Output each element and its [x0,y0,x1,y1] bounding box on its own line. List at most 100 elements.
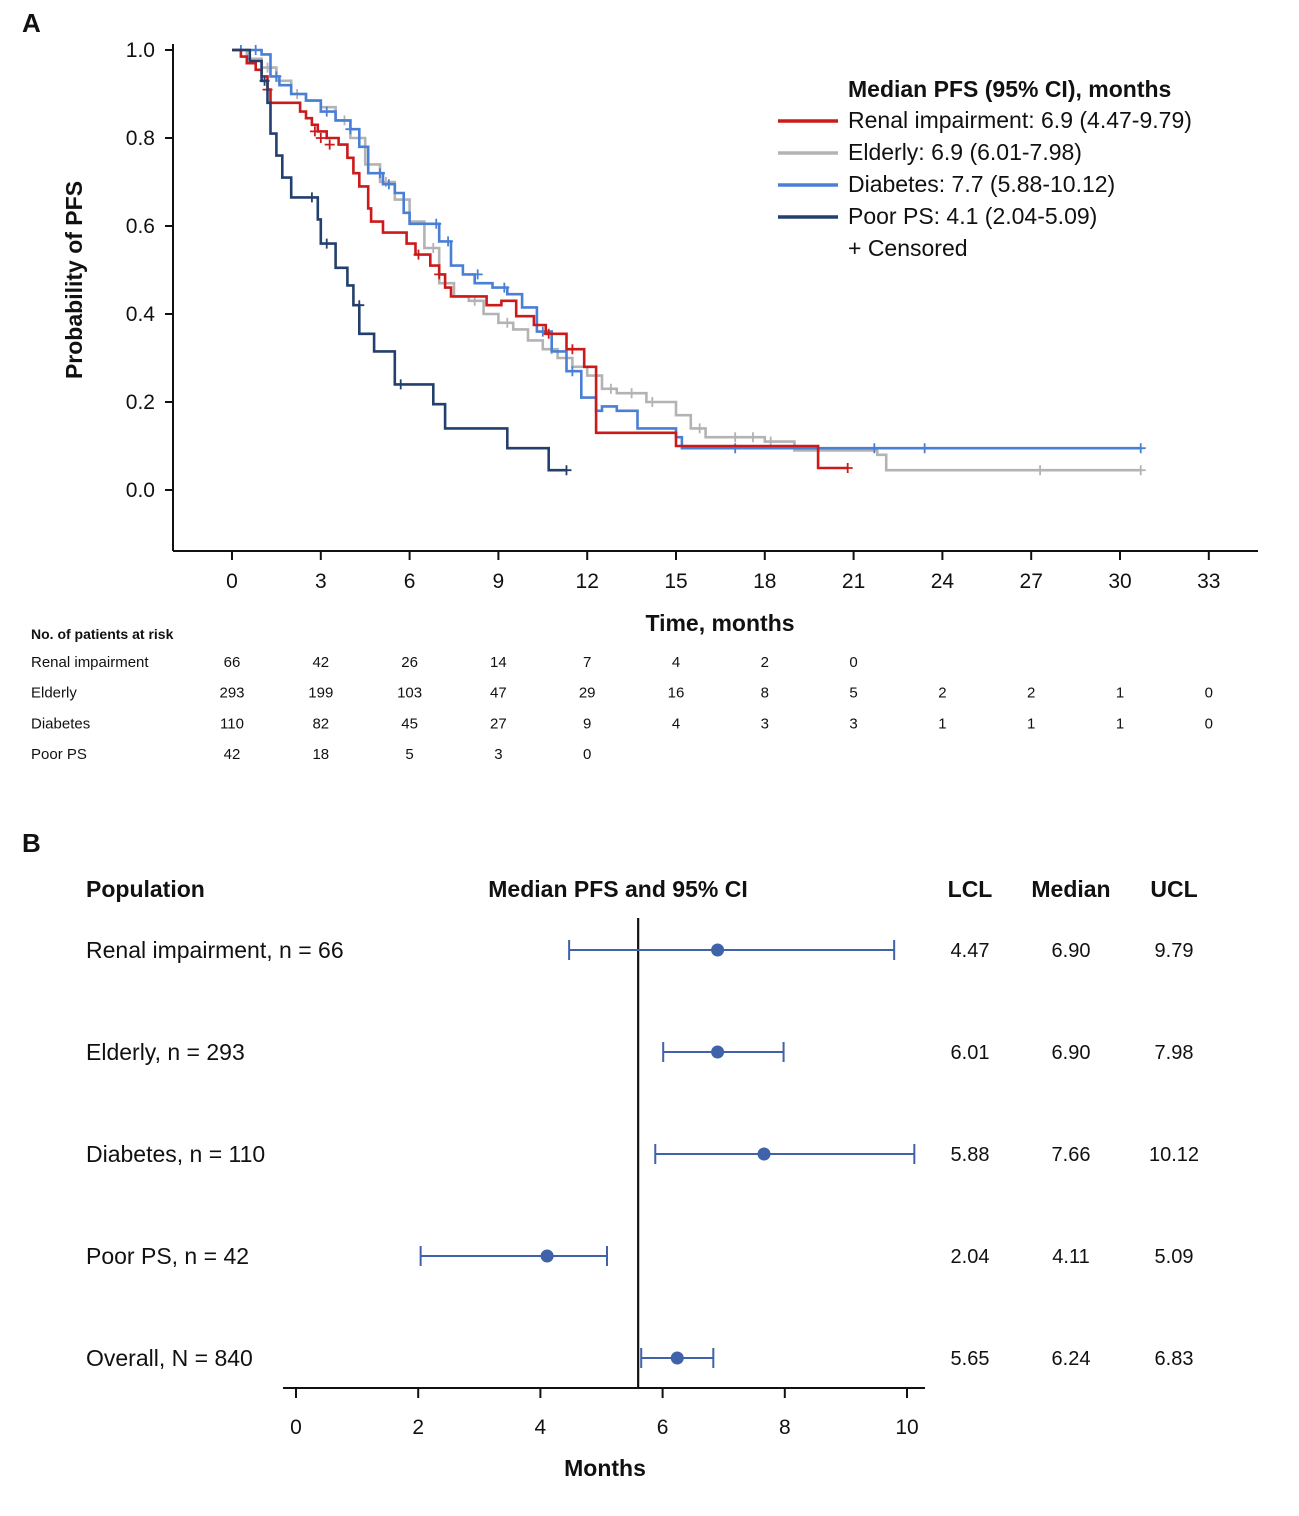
forest-plot: 0 2 4 6 8 10 Renal impairment, n = 66 4.47 6.90 9… [86,918,1199,1439]
km-x-tick-label: 33 [1197,570,1220,593]
forest-median-value: 6.90 [1052,940,1091,962]
km-x-tick-label: 9 [493,570,505,593]
legend-entry-poor_ps: Poor PS: 4.1 (2.04-5.09) [848,203,1097,229]
forest-x-tick-label: 6 [657,1416,669,1439]
risk-row-label: Renal impairment [31,654,149,671]
km-censor-mark [354,300,365,311]
km-censor-mark [472,269,483,280]
risk-cell: 3 [761,715,769,732]
forest-x-tick-label: 10 [895,1416,918,1439]
forest-lcl-value: 4.47 [951,940,990,962]
km-censor-mark [567,344,578,355]
risk-cell: 5 [849,685,857,702]
km-censor-mark [428,243,439,253]
km-censor-mark [747,432,758,443]
panel-b-label: B [22,828,41,858]
km-censor-mark [1135,465,1146,476]
risk-cell: 4 [672,654,680,671]
risk-cell: 1 [1116,715,1124,732]
risk-cell: 9 [583,715,591,732]
forest-lcl-value: 2.04 [951,1246,990,1268]
risk-cell: 4 [672,715,680,732]
risk-cell: 18 [312,746,329,763]
km-x-tick-label: 3 [315,570,327,593]
km-x-tick-label: 27 [1020,570,1043,593]
risk-cell: 1 [1116,685,1124,702]
forest-median-point [711,1045,725,1059]
km-censor-mark [321,106,332,117]
km-axes: 0.0 0.2 0.4 0.6 0.8 1.0 0 3 6 9 12 15 18 21 24 27 30 33 [126,39,1258,593]
km-censor-mark [271,71,282,82]
km-x-tick-label: 30 [1108,570,1131,593]
risk-cell: 2 [1027,685,1035,702]
forest-median-value: 6.90 [1052,1042,1091,1064]
risk-cell: 110 [220,715,244,732]
km-censor-mark [499,282,510,293]
risk-cell: 27 [490,715,507,732]
forest-ucl-value: 5.09 [1155,1246,1194,1268]
km-censor-mark [259,75,270,86]
risk-cell: 103 [397,685,422,702]
risk-cell: 0 [849,654,857,671]
risk-cell: 1 [938,715,946,732]
km-y-axis-title: Probability of PFS [61,181,87,379]
forest-header-population: Population [86,876,205,902]
forest-ucl-value: 6.83 [1155,1348,1194,1370]
forest-median-point [757,1147,771,1161]
risk-cell: 82 [312,715,329,732]
km-censor-mark [567,366,578,377]
km-x-tick-label: 12 [576,570,599,593]
forest-row: Elderly, n = 293 6.01 6.90 7.98 [86,1039,1193,1065]
risk-row-label: Elderly [31,685,77,702]
risk-table-title: No. of patients at risk [31,626,174,642]
forest-median-point [670,1351,684,1365]
km-x-axis-title: Time, months [645,610,794,636]
risk-row-label: Diabetes [31,715,90,732]
forest-row: Overall, N = 840 5.65 6.24 6.83 [86,1345,1193,1371]
risk-cell: 3 [494,746,502,763]
km-y-tick-label: 0.8 [126,127,155,150]
forest-x-axis-title: Months [564,1455,646,1481]
risk-cell: 42 [312,654,329,671]
risk-cell: 45 [401,715,418,732]
panel-a-label: A [22,8,41,38]
km-censor-mark [919,443,930,454]
km-censor-mark [730,432,741,443]
risk-cell: 29 [579,685,596,702]
legend-entry-renal: Renal impairment: 6.9 (4.47-9.79) [848,107,1192,133]
forest-row-label: Elderly, n = 293 [86,1039,245,1065]
km-censor-mark [434,269,445,280]
forest-x-tick-label: 8 [779,1416,791,1439]
forest-lcl-value: 5.88 [951,1144,990,1166]
risk-cell: 199 [308,685,333,702]
km-series-poor_ps [232,48,572,476]
forest-ucl-value: 9.79 [1155,940,1194,962]
km-censor-mark [431,218,442,229]
risk-cell: 0 [1205,685,1213,702]
km-censor-mark [1135,443,1146,454]
forest-row: Poor PS, n = 42 2.04 4.11 5.09 [86,1243,1193,1269]
forest-row-label: Poor PS, n = 42 [86,1243,249,1269]
km-y-tick-label: 0.2 [126,391,155,414]
km-censor-mark [561,465,572,476]
risk-cell: 66 [224,654,241,671]
risk-cell: 2 [938,685,946,702]
km-censor-mark [443,236,454,247]
risk-cell: 5 [405,746,413,763]
km-x-tick-label: 18 [753,570,776,593]
km-censor-mark [626,388,637,399]
risk-cell: 42 [224,746,241,763]
legend-censored-note: + Censored [848,235,968,261]
km-censor-mark [502,317,513,328]
forest-header-ucl: UCL [1150,876,1197,902]
km-x-tick-label: 24 [931,570,955,593]
risk-cell: 0 [583,746,591,763]
risk-cell: 1 [1027,715,1035,732]
legend-entry-elderly: Elderly: 6.9 (6.01-7.98) [848,139,1082,165]
km-curve-diabetes [232,48,1141,450]
forest-row: Diabetes, n = 110 5.88 7.66 10.12 [86,1141,1199,1167]
km-legend: Median PFS (95% CI), months Renal impair… [778,76,1192,261]
risk-cell: 2 [761,654,769,671]
forest-header-plot: Median PFS and 95% CI [488,876,747,902]
